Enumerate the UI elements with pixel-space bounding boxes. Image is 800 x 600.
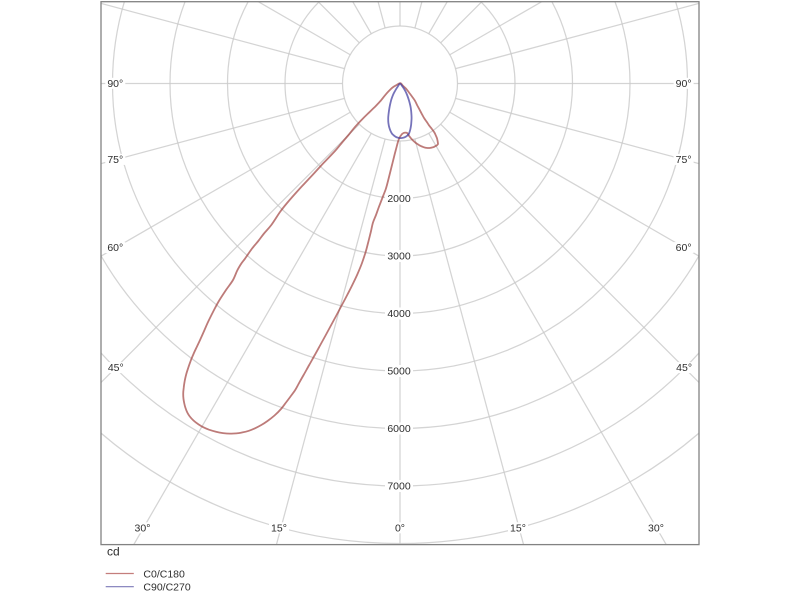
svg-text:3000: 3000 — [387, 251, 411, 263]
svg-text:30°: 30° — [135, 522, 151, 534]
svg-text:C90/C270: C90/C270 — [143, 582, 190, 594]
svg-text:4000: 4000 — [387, 308, 411, 320]
svg-text:15°: 15° — [510, 522, 526, 534]
svg-text:15°: 15° — [271, 522, 287, 534]
svg-text:6000: 6000 — [387, 423, 411, 435]
svg-text:60°: 60° — [107, 242, 123, 254]
svg-text:5000: 5000 — [387, 366, 411, 378]
svg-text:30°: 30° — [648, 522, 664, 534]
svg-text:75°: 75° — [107, 154, 123, 166]
svg-text:60°: 60° — [676, 242, 692, 254]
svg-text:7000: 7000 — [387, 481, 411, 493]
svg-text:cd: cd — [107, 544, 120, 558]
svg-text:0°: 0° — [395, 522, 405, 534]
svg-text:45°: 45° — [108, 362, 124, 374]
svg-text:90°: 90° — [107, 78, 123, 90]
svg-text:75°: 75° — [676, 154, 692, 166]
svg-text:45°: 45° — [676, 362, 692, 374]
svg-text:C0/C180: C0/C180 — [143, 568, 185, 580]
svg-text:2000: 2000 — [387, 193, 411, 205]
svg-text:90°: 90° — [676, 78, 692, 90]
